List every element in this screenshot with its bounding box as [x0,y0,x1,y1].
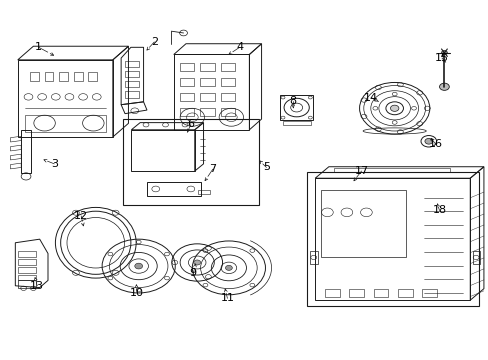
Bar [306,172,478,306]
Bar [179,63,194,71]
Bar [200,108,214,116]
Bar [88,72,97,81]
Text: 18: 18 [431,206,446,216]
Bar [147,182,200,196]
Bar [179,108,194,116]
Bar [179,93,194,101]
Bar [220,93,235,101]
Bar [325,289,339,297]
Circle shape [193,260,200,265]
Bar [18,280,36,288]
Bar [315,178,469,300]
Bar [18,275,36,280]
Bar [59,72,68,81]
Bar [131,130,194,171]
Bar [125,61,139,67]
Bar [125,91,139,98]
Text: 14: 14 [364,93,378,103]
Bar [125,81,139,87]
Bar [397,289,412,297]
Text: 5: 5 [263,162,269,172]
Text: 11: 11 [220,293,234,303]
Text: 1: 1 [35,42,42,52]
Text: 6: 6 [187,120,194,129]
Circle shape [439,83,448,90]
Bar [321,190,406,257]
Bar [348,289,363,297]
Bar [282,121,310,125]
Circle shape [441,50,447,55]
Bar [18,267,36,273]
Text: 12: 12 [74,211,88,221]
Circle shape [135,263,142,269]
Text: 13: 13 [30,281,44,291]
Bar [220,63,235,71]
Text: 10: 10 [130,288,144,298]
Bar [44,72,53,81]
Bar [74,72,82,81]
Bar [30,72,39,81]
Bar [179,78,194,86]
Text: 15: 15 [434,53,448,63]
Bar [25,114,105,132]
Bar [333,168,449,172]
Bar [173,54,249,130]
Bar [373,289,387,297]
Bar [200,63,214,71]
Circle shape [390,105,398,111]
Bar [422,289,436,297]
Bar [472,251,479,264]
Text: 17: 17 [354,166,368,176]
Circle shape [225,265,232,270]
Bar [18,60,113,137]
Text: 8: 8 [289,96,296,106]
Text: 2: 2 [150,37,158,47]
Text: 7: 7 [209,164,216,174]
Bar [220,108,235,116]
Bar [18,251,36,257]
Bar [125,71,139,77]
Text: 4: 4 [236,42,243,52]
Text: 16: 16 [428,139,442,149]
Bar [200,78,214,86]
Bar [280,95,313,120]
Text: 9: 9 [189,268,197,278]
Bar [200,93,214,101]
Text: 3: 3 [51,159,58,169]
Bar [310,251,317,264]
Bar [122,119,259,205]
Circle shape [424,138,432,144]
Bar [18,259,36,265]
Bar [220,78,235,86]
